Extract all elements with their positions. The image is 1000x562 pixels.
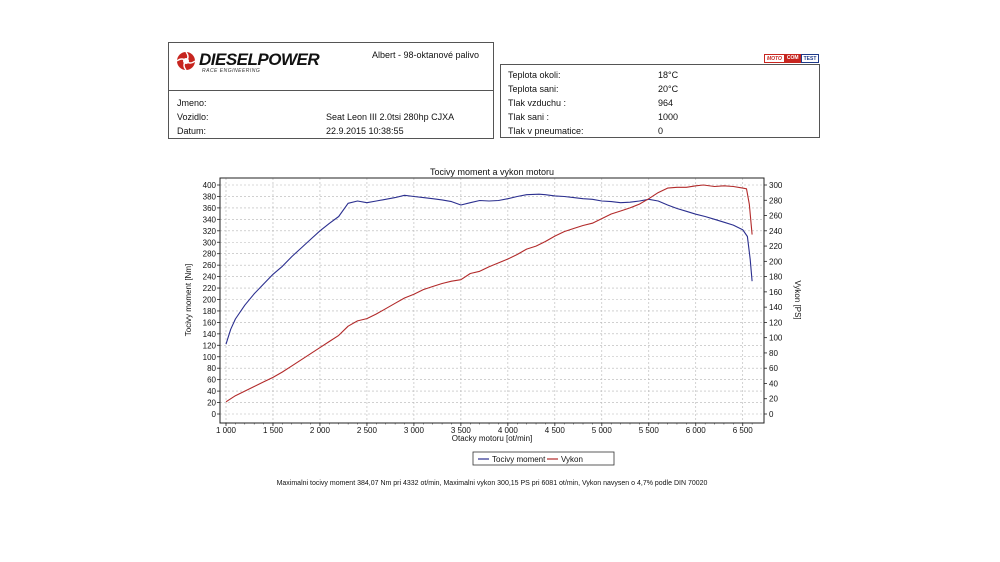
logo-subtitle: RACE ENGINEERING xyxy=(202,68,261,74)
legend-label-torque: Tocivy moment xyxy=(492,455,546,464)
vehicle-row-label: Datum: xyxy=(177,126,207,136)
vehicle-row-value: Seat Leon III 2.0tsi 280hp CJXA xyxy=(326,112,455,122)
plot-frame xyxy=(219,177,765,424)
fuel-header-box xyxy=(168,42,494,91)
vehicle-row-label: Jmeno: xyxy=(177,98,207,108)
y2-tick-label: 120 xyxy=(769,318,783,327)
y2-tick-label: 20 xyxy=(769,395,778,404)
y2-tick-label: 160 xyxy=(769,288,783,297)
y-tick-label: 20 xyxy=(207,399,216,408)
y-tick-label: 360 xyxy=(203,204,217,213)
y-tick-label: 100 xyxy=(203,353,217,362)
y-tick-label: 60 xyxy=(207,376,216,385)
condition-row-label: Teplota okoli: xyxy=(508,70,561,80)
x-tick-label: 1 000 xyxy=(216,426,237,435)
condition-row-value: 20°C xyxy=(658,84,679,94)
y2-tick-label: 40 xyxy=(769,379,778,388)
y-tick-label: 220 xyxy=(203,284,217,293)
x-tick-label: 4 000 xyxy=(498,426,519,435)
condition-row-value: 964 xyxy=(658,98,674,108)
y-tick-label: 80 xyxy=(207,364,216,373)
logo-wordmark: DIESELPOWER xyxy=(199,50,320,69)
y-tick-label: 320 xyxy=(203,227,217,236)
x-tick-label: 3 500 xyxy=(451,426,472,435)
condition-row-label: Tlak vzduchu : xyxy=(508,98,567,108)
y-tick-label: 300 xyxy=(203,238,217,247)
chart-grid xyxy=(220,178,764,423)
y-tick-label: 40 xyxy=(207,387,216,396)
torque-curve xyxy=(225,193,753,345)
y-tick-label: 180 xyxy=(203,307,217,316)
x-tick-label: 6 000 xyxy=(686,426,707,435)
y2-tick-label: 180 xyxy=(769,273,783,282)
fuel-label: Albert - 98-oktanové palivo xyxy=(372,50,480,60)
x-tick-label: 1 500 xyxy=(263,426,284,435)
x-tick-label: 6 500 xyxy=(733,426,754,435)
y-tick-label: 340 xyxy=(203,215,217,224)
y-tick-label: 160 xyxy=(203,318,217,327)
chart-legend: Tocivy moment Vykon xyxy=(472,451,615,466)
y-tick-label: 240 xyxy=(203,273,217,282)
y-tick-label: 120 xyxy=(203,341,217,350)
y2-axis-label: Vykon [PS] xyxy=(793,280,802,319)
y-tick-label: 140 xyxy=(203,330,217,339)
x-tick-label: 4 500 xyxy=(545,426,566,435)
power-curve xyxy=(225,184,753,403)
legend-label-power: Vykon xyxy=(561,455,583,464)
y2-tick-label: 280 xyxy=(769,196,783,205)
badge-right: TEST xyxy=(800,54,820,63)
x-tick-label: 2 500 xyxy=(357,426,378,435)
condition-row-value: 1000 xyxy=(658,112,679,122)
y2-tick-label: 60 xyxy=(769,364,778,373)
badge-left: MOTO xyxy=(764,54,785,63)
chart-ticks: 0204060801001201401601802002202402602803… xyxy=(203,181,783,435)
y2-tick-label: 260 xyxy=(769,212,783,221)
condition-row-label: Teplota sani: xyxy=(508,84,559,94)
y-tick-label: 200 xyxy=(203,296,217,305)
motocom-test-badge: MOTO COM TEST xyxy=(764,54,820,63)
y2-tick-label: 240 xyxy=(769,227,783,236)
y2-tick-label: 300 xyxy=(769,181,783,190)
dieselpower-logo: DIESELPOWER RACE ENGINEERING xyxy=(176,50,320,74)
y2-tick-label: 140 xyxy=(769,303,783,312)
y2-tick-label: 220 xyxy=(769,242,783,251)
conditions-box xyxy=(500,64,820,138)
x-axis-label: Otacky motoru [ot/min] xyxy=(452,434,532,443)
condition-row-label: Tlak sani : xyxy=(508,112,550,122)
x-tick-label: 5 500 xyxy=(639,426,660,435)
vehicle-row-label: Vozidlo: xyxy=(177,112,209,122)
condition-row-label: Tlak v pneumatice: xyxy=(508,126,584,136)
y-axis-label: Tocivy moment [Nm] xyxy=(184,264,193,336)
x-tick-label: 2 000 xyxy=(310,426,331,435)
x-tick-label: 3 000 xyxy=(404,426,425,435)
condition-row-value: 0 xyxy=(658,126,664,136)
turbo-icon xyxy=(176,51,196,71)
y2-tick-label: 0 xyxy=(769,410,774,419)
footer-summary: Maximalni tocivy moment 384,07 Nm pri 43… xyxy=(276,480,708,487)
legend-box xyxy=(472,451,615,466)
y-tick-label: 0 xyxy=(212,410,217,419)
condition-row-value: 18°C xyxy=(658,70,679,80)
y-tick-label: 280 xyxy=(203,250,217,259)
y2-tick-label: 80 xyxy=(769,349,778,358)
vehicle-info-box xyxy=(168,90,494,139)
chart-lines xyxy=(225,184,753,403)
vehicle-row-value: 22.9.2015 10:38:55 xyxy=(326,126,404,136)
y-tick-label: 400 xyxy=(203,181,217,190)
chart-title: Tocivy moment a vykon motoru xyxy=(430,167,554,177)
y-tick-label: 260 xyxy=(203,261,217,270)
x-tick-label: 5 000 xyxy=(592,426,613,435)
y2-tick-label: 200 xyxy=(769,257,783,266)
y-tick-label: 380 xyxy=(203,192,217,201)
badge-middle: COM xyxy=(784,54,801,63)
y2-tick-label: 100 xyxy=(769,334,783,343)
